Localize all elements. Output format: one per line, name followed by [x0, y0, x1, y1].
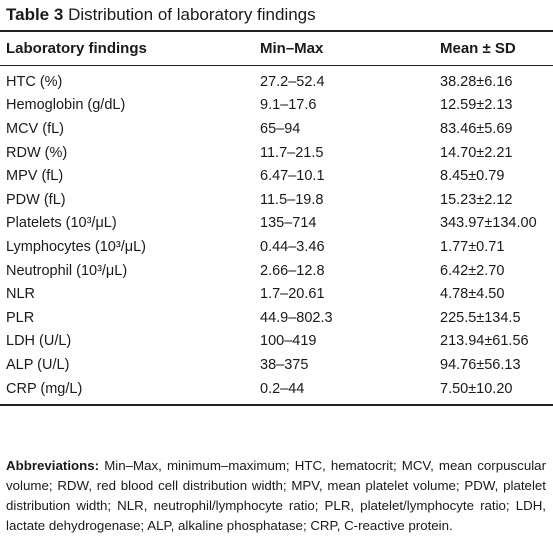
cell-min-max: 9.1–17.6: [260, 97, 317, 114]
cell-mean-sd: 8.45±0.79: [440, 168, 505, 185]
table-row: Hemoglobin (g/dL) 9.1–17.6 12.59±2.13: [0, 94, 553, 118]
lab-findings-table: Laboratory findings Min–Max Mean ± SD HT…: [0, 30, 553, 407]
table-top-rule: [0, 30, 553, 32]
cell-finding: Hemoglobin (g/dL): [6, 97, 126, 114]
table-row: CRP (mg/L) 0.2–44 7.50±10.20: [0, 377, 553, 405]
table-body-table: HTC (%) 27.2–52.4 38.28±6.16 Hemoglobin (g/…: [0, 66, 553, 404]
cell-finding: HTC (%): [6, 73, 63, 90]
cell-min-max: 0.2–44: [260, 380, 305, 397]
table: Laboratory findings Min–Max Mean ± SD: [0, 32, 553, 65]
cell-finding: MPV (fL): [6, 168, 64, 185]
table-row: PDW (fL) 11.5–19.8 15.23±2.12: [0, 188, 553, 212]
cell-mean-sd: 7.50±10.20: [440, 380, 513, 397]
cell-mean-sd: 38.28±6.16: [440, 73, 513, 90]
abbreviations-text: Min–Max, minimum–maximum; HTC, hematocri…: [6, 458, 546, 533]
cell-mean-sd: 15.23±2.12: [440, 191, 513, 208]
cell-mean-sd: 14.70±2.21: [440, 144, 513, 161]
table-row: PLR 44.9–802.3 225.5±134.5: [0, 306, 553, 330]
table-row: MCV (fL) 65–94 83.46±5.69: [0, 117, 553, 141]
table-title: Distribution of laboratory findings: [68, 5, 316, 24]
cell-finding: Platelets (10³/μL): [6, 215, 117, 232]
cell-min-max: 38–375: [260, 356, 309, 373]
table-row: ALP (U/L) 38–375 94.76±56.13: [0, 353, 553, 377]
cell-mean-sd: 6.42±2.70: [440, 262, 505, 279]
cell-min-max: 44.9–802.3: [260, 309, 333, 326]
cell-min-max: 11.5–19.8: [260, 191, 324, 208]
table-row: HTC (%) 27.2–52.4 38.28±6.16: [0, 66, 553, 94]
table-header-rule: [0, 65, 553, 66]
cell-min-max: 1.7–20.61: [260, 286, 325, 303]
cell-min-max: 6.47–10.1: [260, 168, 325, 185]
cell-mean-sd: 83.46±5.69: [440, 120, 513, 137]
table-row: Lymphocytes (10³/μL) 0.44–3.46 1.77±0.71: [0, 235, 553, 259]
cell-finding: PLR: [6, 309, 35, 326]
cell-finding: NLR: [6, 286, 36, 303]
cell-mean-sd: 94.76±56.13: [440, 356, 521, 373]
table-number: Table 3: [6, 5, 64, 24]
header-row: Laboratory findings Min–Max Mean ± SD: [0, 32, 553, 65]
header-laboratory-findings: Laboratory findings: [6, 40, 147, 57]
cell-mean-sd: 1.77±0.71: [440, 238, 505, 255]
cell-min-max: 0.44–3.46: [260, 238, 325, 255]
table-row: LDH (U/L) 100–419 213.94±61.56: [0, 330, 553, 354]
cell-finding: Lymphocytes (10³/μL): [6, 238, 146, 255]
cell-min-max: 65–94: [260, 120, 301, 137]
table-header: Laboratory findings Min–Max Mean ± SD: [0, 32, 553, 65]
table-row: NLR 1.7–20.61 4.78±4.50: [0, 282, 553, 306]
cell-mean-sd: 225.5±134.5: [440, 309, 521, 326]
cell-finding: MCV (fL): [6, 120, 64, 137]
header-mean-sd: Mean ± SD: [440, 40, 516, 57]
cell-mean-sd: 4.78±4.50: [440, 286, 505, 303]
cell-min-max: 135–714: [260, 215, 317, 232]
cell-finding: LDH (U/L): [6, 333, 72, 350]
cell-min-max: 11.7–21.5: [260, 144, 324, 161]
cell-finding: RDW (%): [6, 144, 68, 161]
abbreviations-label: Abbreviations:: [6, 458, 100, 473]
cell-mean-sd: 213.94±61.56: [440, 333, 529, 350]
cell-finding: CRP (mg/L): [6, 380, 83, 397]
cell-finding: Neutrophil (10³/μL): [6, 262, 128, 279]
table-row: MPV (fL) 6.47–10.1 8.45±0.79: [0, 164, 553, 188]
table-row: Platelets (10³/μL) 135–714 343.97±134.00: [0, 212, 553, 236]
cell-min-max: 27.2–52.4: [260, 73, 325, 90]
cell-finding: ALP (U/L): [6, 356, 70, 373]
table-body: HTC (%) 27.2–52.4 38.28±6.16 Hemoglobin (g/…: [0, 66, 553, 404]
cell-mean-sd: 343.97±134.00: [440, 215, 537, 232]
cell-min-max: 2.66–12.8: [260, 262, 325, 279]
table-row: RDW (%) 11.7–21.5 14.70±2.21: [0, 141, 553, 165]
cell-finding: PDW (fL): [6, 191, 66, 208]
cell-min-max: 100–419: [260, 333, 317, 350]
table-row: Neutrophil (10³/μL) 2.66–12.8 6.42±2.70: [0, 259, 553, 283]
table-caption: Table 3 Distribution of laboratory findi…: [6, 5, 316, 25]
abbreviations-footnote: Abbreviations: Min–Max, minimum–maximum;…: [6, 456, 546, 536]
header-min-max: Min–Max: [260, 40, 324, 57]
cell-mean-sd: 12.59±2.13: [440, 97, 513, 114]
table-bottom-rule: [0, 404, 553, 407]
